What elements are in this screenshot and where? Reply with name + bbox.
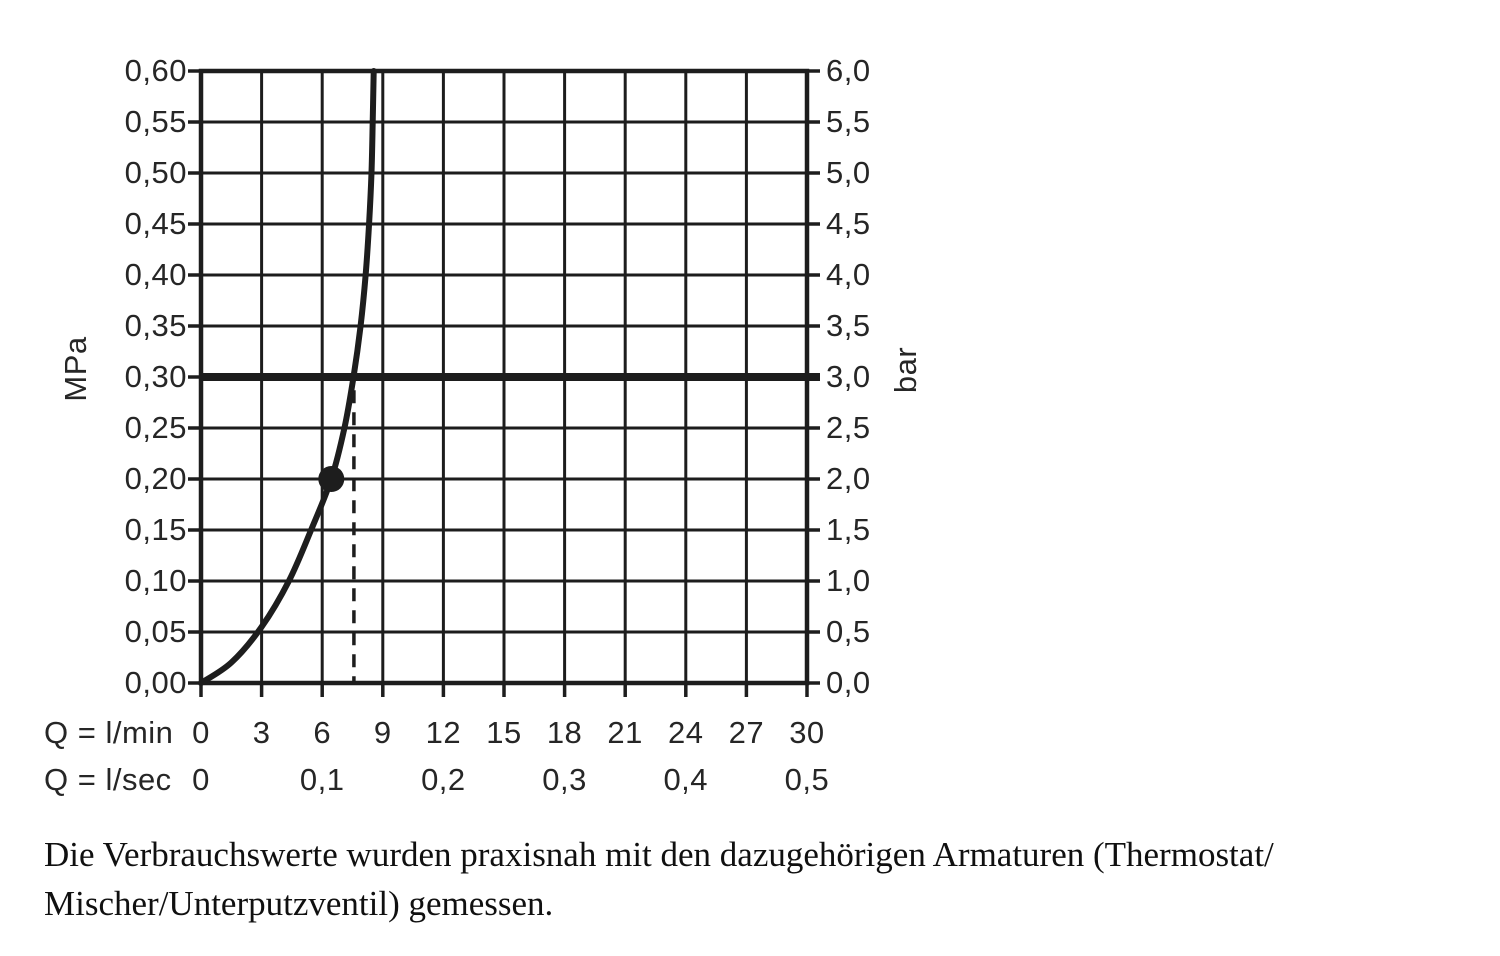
- flow-curve: [198, 68, 377, 686]
- x-lmin-tick-label: 6: [313, 715, 332, 750]
- curve-marker-dot: [318, 466, 345, 492]
- x-lmin-tick-label: 24: [668, 715, 704, 750]
- caption: Die Verbrauchswerte wurden praxisnah mit…: [44, 830, 1364, 928]
- x-axis-lmin-label: Q = l/min: [44, 715, 174, 750]
- y-right-tick-label: 5,0: [826, 155, 871, 190]
- x-lmin-tick-label: 27: [728, 715, 765, 750]
- y-right-tick-label: 4,0: [826, 257, 871, 292]
- x-axis-lmin-tick-labels: 0 3 6 9 12 15 18 21 24 27 30: [171, 714, 837, 752]
- x-lsec-tick-label: 0: [192, 762, 210, 797]
- y-axis-left-unit-label: MPa: [58, 336, 93, 402]
- y-left-tick-label: 0,40: [124, 257, 187, 292]
- y-left-tick-label: 0,00: [124, 665, 187, 700]
- y-left-tick-label: 0,55: [124, 104, 187, 139]
- x-lmin-tick-label: 9: [373, 715, 392, 750]
- x-lsec-tick-label: 0,5: [784, 762, 830, 797]
- y-right-tick-label: 1,5: [826, 512, 871, 547]
- y-axis-left-tick-labels: 0,60 0,55 0,50 0,45 0,40 0,35 0,30 0,25 …: [60, 53, 187, 701]
- y-right-tick-label: 0,5: [826, 614, 871, 649]
- y-left-tick-label: 0,50: [124, 155, 187, 190]
- x-lmin-tick-label: 12: [425, 715, 462, 750]
- y-left-tick-label: 0,45: [124, 206, 187, 241]
- y-left-tick-label: 0,15: [124, 512, 187, 547]
- caption-line-1: Die Verbrauchswerte wurden praxisnah mit…: [44, 835, 1274, 874]
- x-lmin-tick-label: 15: [486, 715, 522, 750]
- y-right-tick-label: 2,5: [826, 410, 871, 445]
- x-axis-lsec-tick-labels: 0 0,1 0,2 0,3 0,4 0,5: [171, 761, 837, 799]
- x-lsec-tick-label: 0,2: [421, 762, 466, 797]
- x-lsec-tick-label: 0,1: [299, 762, 345, 797]
- y-right-tick-label: 2,0: [826, 461, 871, 496]
- y-right-tick-label: 3,5: [826, 308, 871, 343]
- x-lmin-tick-label: 30: [789, 715, 825, 750]
- y-left-tick-label: 0,25: [124, 410, 187, 445]
- y-right-tick-label: 0,0: [826, 665, 871, 700]
- y-right-tick-label: 5,5: [826, 104, 871, 139]
- x-lmin-tick-label: 21: [607, 715, 643, 750]
- y-right-tick-label: 4,5: [826, 206, 871, 241]
- y-left-tick-label: 0,60: [124, 53, 187, 88]
- y-axis-right-unit-label: bar: [888, 346, 923, 394]
- y-left-tick-label: 0,20: [124, 461, 187, 496]
- y-left-tick-label: 0,05: [124, 614, 187, 649]
- y-right-tick-label: 6,0: [826, 53, 871, 88]
- y-axis-right-tick-labels: 6,0 5,5 5,0 4,5 4,0 3,5 3,0 2,5 2,0 1,5 …: [826, 53, 936, 701]
- x-lmin-tick-label: 3: [252, 715, 271, 750]
- y-left-tick-label: 0,30: [124, 359, 187, 394]
- caption-line-2: Mischer/Unterputzventil) gemessen.: [44, 884, 554, 923]
- x-lmin-tick-label: 0: [192, 715, 210, 750]
- x-lsec-tick-label: 0,4: [663, 762, 709, 797]
- y-left-tick-label: 0,10: [124, 563, 187, 598]
- y-left-tick-label: 0,35: [124, 308, 187, 343]
- x-lsec-tick-label: 0,3: [542, 762, 587, 797]
- x-lmin-tick-label: 18: [546, 715, 583, 750]
- x-axis-lsec-label: Q = l/sec: [44, 762, 172, 797]
- y-right-tick-label: 3,0: [826, 359, 871, 394]
- y-right-tick-label: 1,0: [826, 563, 871, 598]
